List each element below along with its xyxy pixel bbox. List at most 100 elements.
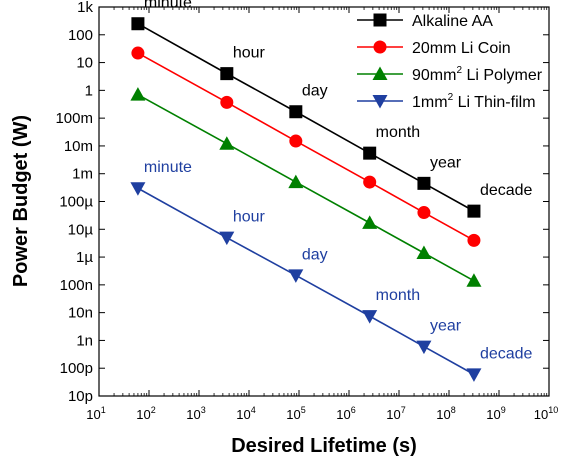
- x-tick-exponent: 3: [201, 405, 206, 415]
- marker-triangle-down: [288, 269, 304, 283]
- marker-triangle-up: [466, 273, 482, 287]
- series-line: [137, 93, 475, 282]
- marker-square: [417, 176, 431, 190]
- x-tick-label: 107: [386, 405, 405, 422]
- x-axis-label: Desired Lifetime (s): [231, 435, 417, 457]
- x-tick-exponent: 2: [151, 405, 156, 415]
- series-line: [137, 52, 475, 242]
- x-tick-label: 104: [236, 405, 255, 422]
- x-axis-ticks: 101 102 103 104 105 106 107 108 109 1010: [86, 7, 558, 422]
- annotation-label: minute: [144, 0, 192, 12]
- y-tick-label: 100µ: [59, 194, 93, 211]
- annotation-layer: minute hour day month year decade minute hour da…: [144, 0, 533, 362]
- x-tick-label: 1010: [534, 405, 558, 422]
- legend-series-name: 1mm: [412, 94, 448, 111]
- y-tick-label: 1m: [72, 166, 93, 183]
- annotation-label: decade: [480, 345, 533, 362]
- x-tick-exponent: 10: [548, 405, 558, 415]
- marker-triangle-down: [372, 95, 388, 109]
- marker-circle: [131, 46, 145, 60]
- x-tick-exponent: 7: [401, 405, 406, 415]
- annotation-label: year: [430, 318, 462, 335]
- x-tick-label: 106: [336, 405, 355, 422]
- y-axis-label: Power Budget (W): [10, 115, 32, 287]
- marker-circle: [363, 175, 377, 189]
- annotation-label: day: [302, 83, 328, 100]
- annotation-label: decade: [480, 182, 533, 199]
- y-tick-label: 1µ: [76, 249, 93, 266]
- x-tick-label: 108: [436, 405, 455, 422]
- x-tick-base: 10: [486, 407, 500, 422]
- x-tick-exponent: 9: [501, 405, 506, 415]
- marker-triangle-down: [219, 231, 235, 246]
- marker-triangle-down: [362, 310, 378, 324]
- x-tick-exponent: 8: [451, 405, 456, 415]
- series-line: [137, 23, 475, 212]
- annotation-label: minute: [144, 159, 192, 176]
- legend-series-name: 90mm: [412, 67, 456, 84]
- marker-circle: [373, 40, 387, 54]
- x-tick-exponent: 4: [251, 405, 256, 415]
- legend-label: Alkaline AA: [412, 13, 493, 30]
- x-tick-base: 10: [286, 407, 300, 422]
- series-layer: [130, 17, 482, 382]
- marker-circle: [289, 134, 303, 148]
- marker-square: [467, 204, 481, 218]
- marker-triangle-down: [466, 368, 482, 382]
- legend-series-name: Alkaline AA: [412, 13, 493, 30]
- y-tick-label: 100p: [60, 360, 93, 377]
- marker-circle: [467, 233, 481, 247]
- x-tick-base: 10: [86, 407, 100, 422]
- legend-series-name: 20mm Li Coin: [412, 40, 511, 57]
- x-tick-exponent: 1: [101, 405, 106, 415]
- x-tick-label: 103: [186, 405, 205, 422]
- y-tick-label: 1n: [76, 332, 93, 349]
- marker-triangle-up: [362, 215, 378, 229]
- y-tick-label: 10µ: [68, 221, 94, 238]
- x-tick-base: 10: [136, 407, 150, 422]
- series-line: [137, 187, 475, 376]
- marker-square: [373, 13, 387, 27]
- y-tick-label: 1: [85, 82, 93, 99]
- annotation-label: month: [376, 287, 420, 304]
- y-tick-label: 10m: [64, 138, 93, 155]
- y-tick-label: 100n: [60, 277, 93, 294]
- y-tick-label: 100m: [55, 110, 93, 127]
- marker-square: [289, 105, 303, 119]
- annotation-label: month: [376, 124, 420, 141]
- y-tick-label: 10n: [68, 305, 93, 322]
- x-tick-exponent: 6: [351, 405, 356, 415]
- legend-label: 90mm2 Li Polymer: [412, 65, 543, 84]
- legend-series-name-rest: Li Thin-film: [453, 94, 535, 111]
- x-tick-label: 109: [486, 405, 505, 422]
- x-tick-base: 10: [186, 407, 200, 422]
- marker-triangle-up: [219, 136, 235, 150]
- y-tick-label: 10p: [68, 388, 93, 405]
- marker-square: [131, 17, 145, 31]
- annotation-label: hour: [233, 45, 266, 62]
- marker-triangle-up: [130, 87, 146, 101]
- legend-label: 20mm Li Coin: [412, 40, 511, 57]
- annotation-label: year: [430, 154, 462, 171]
- y-tick-label: 100: [68, 27, 93, 44]
- x-tick-label: 101: [86, 405, 105, 422]
- y-tick-label: 10: [76, 55, 93, 72]
- annotation-label: day: [302, 246, 328, 263]
- marker-circle: [220, 95, 234, 109]
- plot-frame: [98, 6, 550, 397]
- x-tick-base: 10: [386, 407, 400, 422]
- legend-series-name-rest: Li Polymer: [462, 67, 543, 84]
- x-tick-exponent: 5: [301, 405, 306, 415]
- marker-triangle-up: [372, 66, 388, 80]
- x-tick-base: 10: [336, 407, 350, 422]
- legend-superscript: 2: [456, 65, 462, 76]
- x-tick-label: 102: [136, 405, 155, 422]
- marker-square: [220, 67, 234, 81]
- x-tick-base: 10: [534, 407, 548, 422]
- y-tick-label: 1k: [77, 0, 93, 16]
- legend-superscript: 2: [448, 92, 454, 103]
- y-axis-ticks: 1k 100 10 1 100m 10m 1m 100µ 10µ 1µ 100n 10n 1n 100p 1…: [55, 0, 549, 405]
- x-tick-base: 10: [236, 407, 250, 422]
